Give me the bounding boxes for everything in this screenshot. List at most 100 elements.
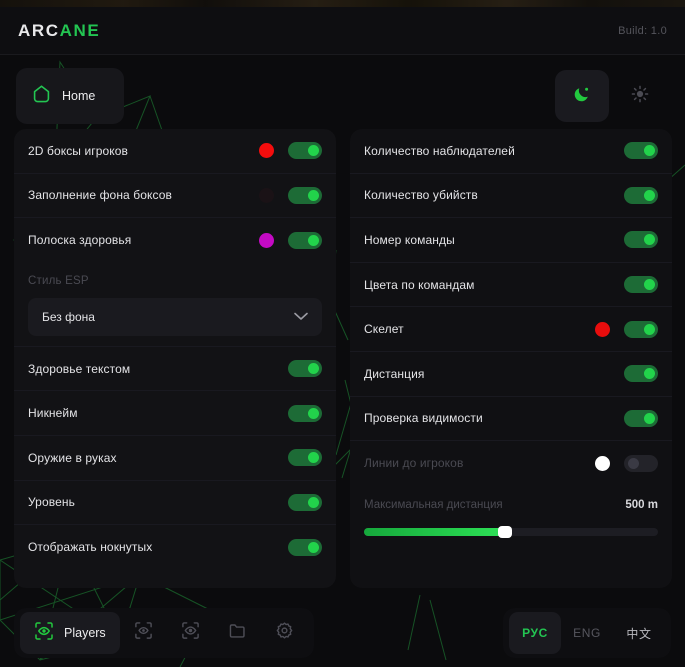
color-swatch-button[interactable] [259, 143, 274, 159]
color-swatch-button[interactable] [595, 455, 610, 471]
setting-row-label: Количество убийств [364, 188, 478, 203]
toggle-knob [307, 145, 319, 157]
max-distance-slider[interactable] [364, 525, 658, 538]
theme-dark-button[interactable] [555, 70, 609, 122]
esp-style-select[interactable]: Без фона [28, 297, 322, 336]
toggle-knob [643, 279, 655, 291]
setting-row: Заполнение фона боксов [14, 174, 336, 219]
setting-toggle[interactable] [288, 231, 322, 249]
sun-icon [631, 85, 649, 108]
toggle-knob [643, 412, 655, 424]
bottom-nav: Players [14, 608, 314, 658]
app-logo: ARCANE [18, 21, 100, 41]
setting-row-label: Полоска здоровья [28, 233, 132, 248]
setting-row-label: Никнейм [28, 406, 78, 421]
toggle-knob [307, 496, 319, 508]
color-swatch-button[interactable] [259, 232, 274, 248]
setting-row-label: Скелет [364, 322, 404, 337]
setting-row: Количество убийств [350, 174, 672, 219]
setting-toggle[interactable] [624, 186, 658, 204]
language-option-ENG[interactable]: ENG [573, 626, 601, 640]
setting-row: Никнейм [14, 391, 336, 436]
setting-row-label: Дистанция [364, 366, 425, 381]
toggle-knob [643, 368, 655, 380]
setting-row-label: 2D боксы игроков [28, 143, 129, 158]
logo-suffix: ANE [59, 20, 101, 40]
settings-panel-right: Количество наблюдателей Количество убийст… [350, 129, 672, 588]
setting-row-label: Здоровье текстом [28, 361, 131, 376]
setting-row: Здоровье текстом [14, 347, 336, 392]
esp-style-block: Стиль ESP Без фона [14, 263, 336, 347]
left-rows-bottom: Здоровье текстом Никнейм Оружие в руках Уро… [14, 347, 336, 570]
slider-fill [364, 527, 506, 536]
setting-row-label: Количество наблюдателей [364, 143, 515, 158]
setting-row-label: Линии до игроков [364, 456, 464, 471]
setting-toggle[interactable] [624, 320, 658, 338]
color-swatch-button[interactable] [595, 321, 610, 337]
setting-row-label: Цвета по командам [364, 277, 475, 292]
tab-home-label: Home [62, 89, 96, 103]
nav-item-folder[interactable] [214, 612, 261, 654]
language-option-РУС[interactable]: РУС [509, 612, 561, 654]
slider-handle[interactable] [498, 525, 513, 538]
setting-toggle[interactable] [624, 454, 658, 472]
setting-toggle[interactable] [288, 538, 322, 556]
setting-row: 2D боксы игроков [14, 129, 336, 174]
toggle-knob [307, 541, 319, 553]
nav-item-gear[interactable] [261, 612, 308, 654]
setting-toggle[interactable] [624, 365, 658, 383]
nav-item-players[interactable]: Players [20, 612, 120, 654]
home-pentagon-icon [32, 84, 51, 109]
player-esp-icon [34, 621, 54, 646]
setting-toggle[interactable] [624, 276, 658, 294]
setting-toggle[interactable] [288, 404, 322, 422]
language-option-中文[interactable]: 中文 [626, 626, 652, 641]
max-distance-value: 500 m [625, 498, 658, 511]
theme-switcher [555, 70, 667, 122]
left-rows-top: 2D боксы игроков Заполнение фона боксов По… [14, 129, 336, 263]
setting-row: Скелет [350, 307, 672, 352]
setting-toggle[interactable] [288, 186, 322, 204]
setting-row: Линии до игроков [350, 441, 672, 486]
setting-row: Уровень [14, 481, 336, 526]
toggle-knob [307, 189, 319, 201]
setting-toggle[interactable] [288, 493, 322, 511]
aim-eye-icon [134, 621, 153, 645]
gear-icon [275, 621, 294, 645]
toggle-knob [643, 189, 655, 201]
theme-light-button[interactable] [613, 70, 667, 122]
nav-item-visuals-eye[interactable] [167, 612, 214, 654]
toggle-knob [307, 234, 319, 246]
max-distance-block: Максимальная дистанция 500 m [350, 486, 672, 538]
setting-toggle[interactable] [288, 360, 322, 378]
background-top-bleed [0, 0, 685, 7]
tab-home[interactable]: Home [16, 68, 124, 124]
toggle-knob [307, 407, 319, 419]
toggle-knob [307, 452, 319, 464]
toggle-knob [643, 145, 655, 157]
setting-toggle[interactable] [288, 142, 322, 160]
toggle-knob [627, 457, 639, 469]
setting-row: Номер команды [350, 218, 672, 263]
toggle-knob [643, 234, 655, 246]
setting-row-label: Номер команды [364, 232, 455, 247]
setting-toggle[interactable] [624, 142, 658, 160]
setting-row: Дистанция [350, 352, 672, 397]
setting-row: Количество наблюдателей [350, 129, 672, 174]
setting-row: Оружие в руках [14, 436, 336, 481]
setting-toggle[interactable] [624, 409, 658, 427]
logo-prefix: ARC [18, 20, 60, 40]
right-rows: Количество наблюдателей Количество убийст… [350, 129, 672, 486]
setting-toggle[interactable] [624, 231, 658, 249]
setting-toggle[interactable] [288, 449, 322, 467]
nav-item-aim-eye[interactable] [120, 612, 167, 654]
setting-row: Отображать нокнутых [14, 525, 336, 570]
chevron-down-icon [294, 308, 308, 326]
folder-icon [228, 621, 247, 645]
color-swatch-button[interactable] [259, 187, 274, 203]
max-distance-label: Максимальная дистанция [364, 498, 503, 511]
nav-item-label: Players [64, 626, 106, 640]
setting-row: Полоска здоровья [14, 218, 336, 263]
esp-style-caption: Стиль ESP [28, 274, 89, 287]
